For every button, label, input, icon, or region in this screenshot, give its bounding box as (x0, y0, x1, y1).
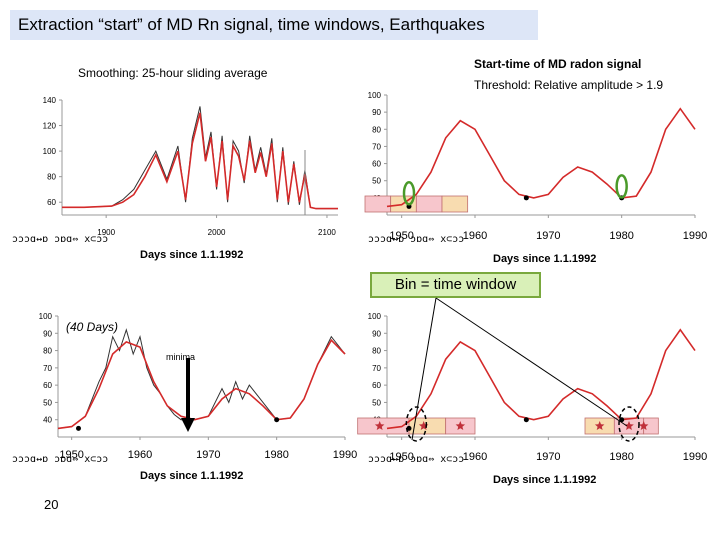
top-left-xtick-label: 2000 (208, 228, 226, 237)
bottom-left-ytick-label: 50 (43, 398, 52, 407)
bottom-left-ytick-label: 60 (43, 381, 52, 390)
bottom-left-series-raw (57, 328, 346, 429)
top-right-ytick-label: 70 (372, 142, 381, 151)
top-right-ytick-label: 100 (368, 91, 382, 100)
bottom-left-series-signal (57, 338, 346, 430)
bottom-left-xtick-label: 1950 (59, 449, 83, 461)
bottom-left-ytick-label: 40 (43, 416, 52, 425)
bottom-right-chart: 40506070809010019501960197019801990ɔɔɔɑ↔… (357, 312, 707, 465)
bottom-left-ytick-label: 100 (39, 312, 53, 321)
top-left-series-signal (62, 112, 338, 210)
bottom-right-earthquake-star (374, 421, 385, 430)
bottom-left-minimum-point (274, 417, 280, 423)
bottom-right-earthquake-star (455, 421, 466, 430)
bottom-right-ytick-label: 90 (372, 329, 381, 338)
bottom-right-minimum-point (523, 417, 529, 423)
top-right-xtick-label: 1950 (389, 230, 413, 242)
bin-pointer-right (435, 297, 628, 427)
bottom-right-minimum-point (406, 425, 412, 431)
top-right-chart: 40506070809010019501960197019801990ɔɔɔɑ↔… (364, 91, 707, 245)
top-right-minimum-point (523, 195, 529, 201)
top-right-bin (364, 195, 392, 213)
top-right-ytick-label: 90 (372, 108, 381, 117)
top-left-ytick-label: 120 (43, 122, 57, 131)
top-right-start-highlight (615, 174, 628, 199)
page-number: 20 (44, 497, 59, 512)
bottom-right-series-signal (386, 328, 696, 430)
minima-label: minima (166, 352, 196, 362)
start-time-label: Start-time of MD radon signal (474, 57, 642, 71)
bottom-right-ytick-label: 70 (372, 364, 381, 373)
bottom-left-ytick-label: 70 (43, 364, 52, 373)
top-left-ytick-label: 60 (47, 198, 56, 207)
top-right-ytick-label: 80 (372, 125, 381, 134)
top-left-xtick-label: 1900 (97, 228, 115, 237)
top-left-ytick-label: 100 (43, 147, 57, 156)
bin-time-window-callout: Bin = time window (370, 272, 541, 298)
bottom-right-ytick-label: 80 (372, 347, 381, 356)
bottom-right-xtick-label: 1980 (609, 451, 633, 463)
bottom-right-xtick-label: 1960 (463, 451, 487, 463)
threshold-label: Threshold: Relative amplitude > 1.9 (474, 78, 664, 92)
bottom-right-garbled-axis-text: ɔɔɔɑ↔ɒ ɔɒɑ⇔ x⊂ɔɔ (368, 454, 464, 465)
bottom-left-minimum-point (76, 425, 81, 431)
top-left-garbled-axis-text: ɔɔɔɑ↔ɒ ɔɒɑ⇔ x⊂ɔɔ (12, 234, 108, 245)
top-left-series-raw (62, 106, 338, 210)
window-length-label: (40 Days) (66, 320, 119, 334)
top-right-bin (441, 195, 469, 213)
bottom-left-xtick-label: 1980 (264, 449, 288, 461)
top-right-xtick-label: 1990 (683, 230, 707, 242)
bottom-left-garbled-axis-text: ɔɔɔɑ↔ɒ ɔɒɑ⇔ x⊂ɔɔ (12, 454, 108, 465)
bottom-right-earthquake-star (594, 421, 605, 430)
top-right-xlabel: Days since 1.1.1992 (493, 253, 597, 265)
bottom-left-xlabel: Days since 1.1.1992 (140, 470, 244, 482)
top-right-garbled-axis-text: ɔɔɔɑ↔ɒ ɔɒɑ⇔ x⊂ɔɔ (368, 234, 464, 245)
top-right-start-highlight (402, 181, 416, 206)
bottom-right-xtick-label: 1970 (536, 451, 560, 463)
minima-arrow-head (181, 418, 195, 432)
top-right-xtick-label: 1960 (463, 230, 487, 242)
top-left-ytick-label: 80 (47, 173, 56, 182)
bottom-right-ytick-label: 100 (368, 312, 382, 321)
bottom-left-xtick-label: 1990 (333, 449, 357, 461)
top-right-series-signal (386, 107, 696, 208)
top-left-ytick-label: 140 (43, 96, 57, 105)
bottom-left-xtick-label: 1960 (128, 449, 152, 461)
bottom-right-xtick-label: 1950 (389, 451, 413, 463)
bottom-left-xtick-label: 1970 (196, 449, 220, 461)
bottom-left-chart: 40 50 60 70 80 90 100 1950 1960 1970 1980 1990 ɔɔɔɑ↔… (12, 312, 357, 465)
bottom-right-dashed-circle (618, 406, 640, 442)
bottom-left-ytick-label: 80 (43, 347, 52, 356)
top-left-chart: 60 80 100 120 140 1900 2000 2100 ɔɔɔɑ↔ɒ ɔɒɑ⇔ x⊂ɔ… (12, 96, 338, 245)
bottom-right-earthquake-star (624, 421, 634, 430)
top-right-ytick-label: 50 (372, 177, 381, 186)
top-right-bin (415, 195, 443, 213)
top-right-xtick-label: 1980 (609, 230, 633, 242)
bottom-right-earthquake-star (638, 421, 649, 430)
top-right-ytick-label: 60 (372, 160, 381, 169)
bin-pointer-left (411, 297, 437, 441)
top-right-xtick-label: 1970 (536, 230, 560, 242)
bottom-right-xtick-label: 1990 (683, 451, 707, 463)
smoothing-label: Smoothing: 25-hour sliding average (78, 66, 268, 80)
bottom-right-dashed-circle (405, 406, 428, 442)
top-left-xlabel: Days since 1.1.1992 (140, 249, 244, 261)
bottom-right-ytick-label: 50 (372, 398, 381, 407)
bottom-right-minimum-point (619, 417, 625, 423)
bottom-right-xlabel: Days since 1.1.1992 (493, 474, 597, 486)
slide-title: Extraction “start” of MD Rn signal, time… (10, 10, 538, 40)
bottom-right-ytick-label: 60 (372, 381, 381, 390)
bottom-left-ytick-label: 90 (43, 329, 52, 338)
top-left-xtick-label: 2100 (318, 228, 336, 237)
